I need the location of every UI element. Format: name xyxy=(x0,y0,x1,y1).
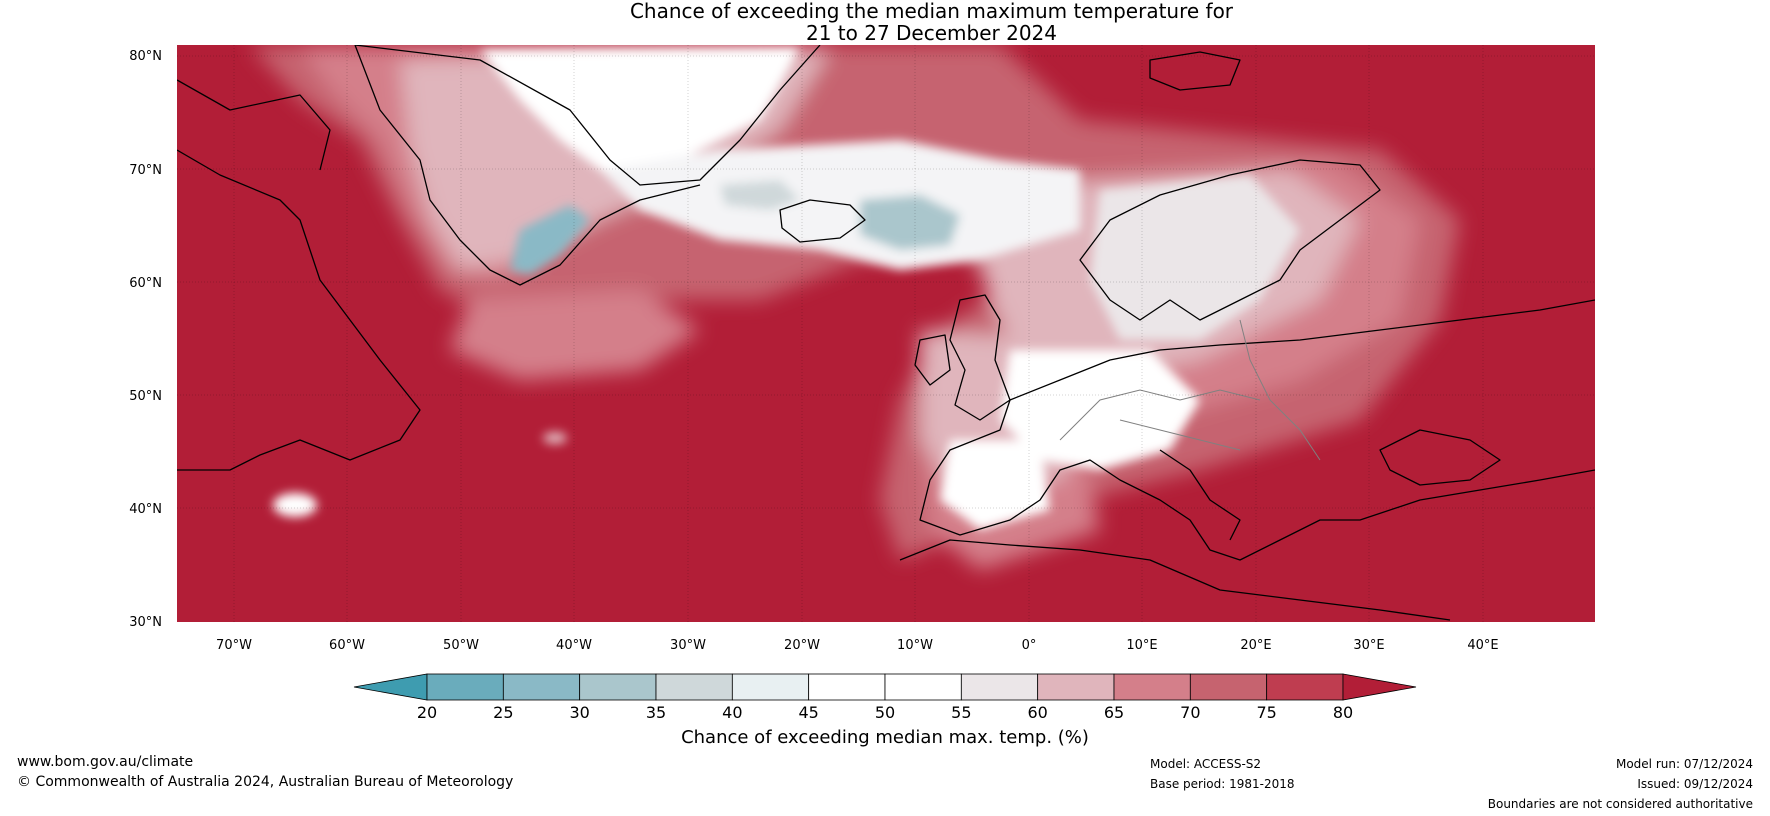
lon-label: 30°E xyxy=(1353,638,1384,653)
lon-label: 70°W xyxy=(216,638,252,653)
colorbar-cell xyxy=(1266,673,1344,701)
colorbar-tick-label: 35 xyxy=(646,703,666,722)
colorbar-cell xyxy=(426,673,504,701)
lat-label: 50°N xyxy=(129,389,162,404)
lon-label: 30°W xyxy=(670,638,706,653)
model-name: Model: ACCESS-S2 xyxy=(1150,757,1262,771)
longitude-axis: 70°W 60°W 50°W 40°W 30°W 20°W 10°W 0° 10… xyxy=(216,638,1499,653)
base-period: Base period: 1981-2018 xyxy=(1150,777,1295,791)
map-title-line1: Chance of exceeding the median maximum t… xyxy=(629,0,1234,23)
lon-label: 40°E xyxy=(1467,638,1498,653)
latitude-axis: 80°N 70°N 60°N 50°N 40°N 30°N xyxy=(129,49,162,630)
colorbar-tick-label: 30 xyxy=(569,703,589,722)
colorbar-cell xyxy=(731,673,810,701)
colorbar-cell xyxy=(655,673,733,701)
colorbar-cell xyxy=(1113,673,1191,701)
colorbar-tick-label: 40 xyxy=(722,703,742,722)
lat-label: 30°N xyxy=(129,615,162,630)
colorbar-cell xyxy=(502,673,581,701)
issued-date: Issued: 09/12/2024 xyxy=(1637,777,1753,791)
lon-label: 40°W xyxy=(556,638,592,653)
colorbar-tick-label: 25 xyxy=(493,703,513,722)
lon-label: 10°E xyxy=(1126,638,1157,653)
colorbar-tick-label: 70 xyxy=(1180,703,1200,722)
lat-label: 40°N xyxy=(129,502,162,517)
colorbar-cells xyxy=(426,673,1344,701)
lon-label: 0° xyxy=(1022,638,1037,653)
colorbar-tick-label: 80 xyxy=(1333,703,1353,722)
map-title-line2: 21 to 27 December 2024 xyxy=(805,21,1057,45)
colorbar-tick-label: 75 xyxy=(1256,703,1276,722)
lat-label: 70°N xyxy=(129,163,162,178)
lon-label: 20°E xyxy=(1240,638,1271,653)
copyright-text: © Commonwealth of Australia 2024, Austra… xyxy=(17,774,514,790)
lon-label: 50°W xyxy=(443,638,479,653)
lon-label: 60°W xyxy=(329,638,365,653)
website-link[interactable]: www.bom.gov.au/climate xyxy=(17,754,194,770)
colorbar-ticks: 20 25 30 35 40 45 50 55 60 65 70 75 80 xyxy=(417,703,1353,722)
colorbar-tick-label: 50 xyxy=(875,703,895,722)
lat-label: 80°N xyxy=(129,49,162,64)
lat-label: 60°N xyxy=(129,276,162,291)
colorbar-extend-high xyxy=(1342,673,1417,701)
colorbar-cell xyxy=(808,673,886,701)
model-run-date: Model run: 07/12/2024 xyxy=(1615,757,1753,771)
colorbar: 20 25 30 35 40 45 50 55 60 65 70 75 80 xyxy=(353,673,1417,722)
colorbar-cell xyxy=(884,673,962,701)
colorbar-tick-label: 60 xyxy=(1027,703,1047,722)
colorbar-cell xyxy=(1037,673,1115,701)
lon-label: 10°W xyxy=(897,638,933,653)
lon-label: 20°W xyxy=(784,638,820,653)
colorbar-tick-label: 45 xyxy=(798,703,818,722)
colorbar-cell xyxy=(579,673,657,701)
colorbar-cell xyxy=(960,673,1039,701)
colorbar-tick-label: 20 xyxy=(417,703,437,722)
colorbar-cell xyxy=(1189,673,1268,701)
probability-field xyxy=(177,45,1595,622)
colorbar-tick-label: 55 xyxy=(951,703,971,722)
colorbar-tick-label: 65 xyxy=(1104,703,1124,722)
boundaries-disclaimer: Boundaries are not considered authoritat… xyxy=(1487,797,1753,811)
colorbar-extend-low xyxy=(353,673,428,701)
colorbar-title: Chance of exceeding median max. temp. (%… xyxy=(681,727,1089,748)
